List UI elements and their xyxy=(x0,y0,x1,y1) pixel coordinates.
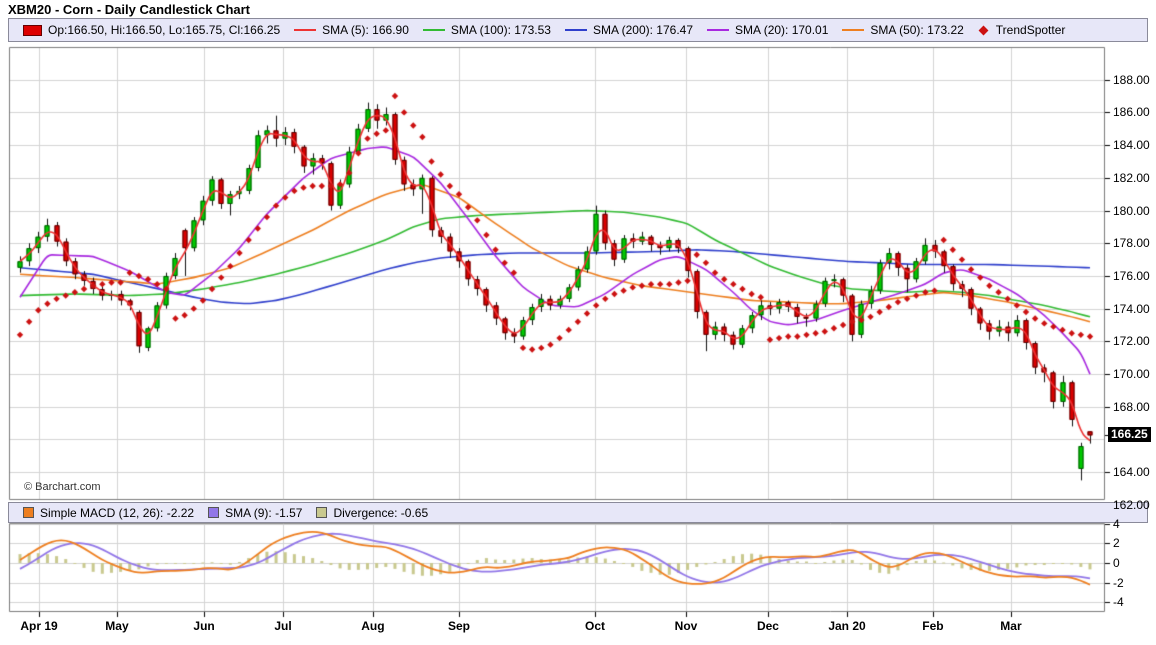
sma200-legend: SMA (200): 176.47 xyxy=(564,23,694,37)
macd-legend-item-label: Simple MACD (12, 26): -2.22 xyxy=(40,505,195,520)
sma50-legend-swatch-icon xyxy=(842,29,865,31)
month-label: May xyxy=(105,619,129,633)
month-label: Jul xyxy=(274,619,292,633)
sma20-legend-swatch-icon xyxy=(707,29,730,31)
sma50-legend-label: SMA (50): 173.22 xyxy=(870,23,964,37)
trendspotter-legend: TrendSpotter xyxy=(978,23,1066,37)
sma100-legend-swatch-icon xyxy=(422,29,445,31)
ohlc-legend-label: Op:166.50, Hi:166.50, Lo:165.75, Cl:166.… xyxy=(48,23,281,37)
price-tick-label: 170.00 xyxy=(1113,367,1150,382)
macd-legend-item: Simple MACD (12, 26): -2.22 xyxy=(23,506,194,520)
month-label: Aug xyxy=(361,619,385,633)
sma200-legend-swatch-icon xyxy=(564,29,587,31)
price-tick-label: 188.00 xyxy=(1113,72,1150,87)
month-label: Nov xyxy=(674,619,698,633)
price-tick-label: 172.00 xyxy=(1113,334,1150,349)
price-tick-label: 168.00 xyxy=(1113,399,1150,414)
macd-tick-label: -4 xyxy=(1113,595,1124,610)
macd-signal-legend-item-swatch-icon xyxy=(208,507,220,518)
macd-tick-label: 2 xyxy=(1113,536,1120,551)
price-tick-label: 174.00 xyxy=(1113,301,1150,316)
divergence-legend-item-swatch-icon xyxy=(316,507,328,518)
month-label: Feb xyxy=(922,619,944,633)
month-label: Mar xyxy=(1000,619,1022,633)
sma100-legend-label: SMA (100): 173.53 xyxy=(450,23,551,37)
price-tick-label: 178.00 xyxy=(1113,236,1150,251)
macd-tick-label: 0 xyxy=(1113,555,1120,570)
ohlc-legend: Op:166.50, Hi:166.50, Lo:165.75, Cl:166.… xyxy=(23,23,280,37)
sma5-legend-swatch-icon xyxy=(294,29,317,31)
macd-signal-legend-item-label: SMA (9): -1.57 xyxy=(225,505,303,520)
macd-legend-item-swatch-icon xyxy=(23,507,34,518)
month-label: Oct xyxy=(585,619,606,633)
copyright-label: © Barchart.com xyxy=(24,481,101,493)
trendspotter-legend-label: TrendSpotter xyxy=(995,23,1066,37)
macd-legend-bar: Simple MACD (12, 26): -2.22 SMA (9): -1.5… xyxy=(8,502,1148,523)
sma200-legend-label: SMA (200): 176.47 xyxy=(592,23,694,37)
price-tick-label: 162.00 xyxy=(1113,497,1150,512)
month-label: Jun xyxy=(193,619,215,633)
sma100-legend: SMA (100): 173.53 xyxy=(422,23,551,37)
ohlc-legend-swatch-icon xyxy=(23,24,42,36)
sma20-legend-label: SMA (20): 170.01 xyxy=(735,23,829,37)
price-tick-label: 180.00 xyxy=(1113,203,1150,218)
macd-tick-label: -2 xyxy=(1113,575,1124,590)
price-tick-label: 164.00 xyxy=(1113,465,1150,480)
divergence-legend-item-label: Divergence: -0.65 xyxy=(333,505,429,520)
sma5-legend: SMA (5): 166.90 xyxy=(294,23,409,37)
price-tick-label: 182.00 xyxy=(1113,170,1150,185)
macd-signal-legend-item: SMA (9): -1.57 xyxy=(208,506,302,520)
month-label: Apr 19 xyxy=(20,619,58,633)
month-label: Dec xyxy=(756,619,779,633)
price-tick-label: 176.00 xyxy=(1113,268,1150,283)
divergence-legend-item: Divergence: -0.65 xyxy=(316,506,428,520)
price-tick-label: 184.00 xyxy=(1113,138,1150,153)
macd-tick-label: 4 xyxy=(1113,516,1120,531)
sma20-legend: SMA (20): 170.01 xyxy=(707,23,828,37)
price-tick-label: 186.00 xyxy=(1113,105,1150,120)
page-title: XBM20 - Corn - Daily Candlestick Chart xyxy=(8,2,250,17)
trendspotter-legend-swatch-icon xyxy=(978,25,989,35)
month-label: Jan 20 xyxy=(828,619,866,633)
month-label: Sep xyxy=(448,619,471,633)
sma50-legend: SMA (50): 173.22 xyxy=(842,23,964,37)
price-legend-bar: Op:166.50, Hi:166.50, Lo:165.75, Cl:166.… xyxy=(8,18,1148,42)
last-price-label: 166.25 xyxy=(1108,427,1151,443)
sma5-legend-label: SMA (5): 166.90 xyxy=(322,23,409,37)
